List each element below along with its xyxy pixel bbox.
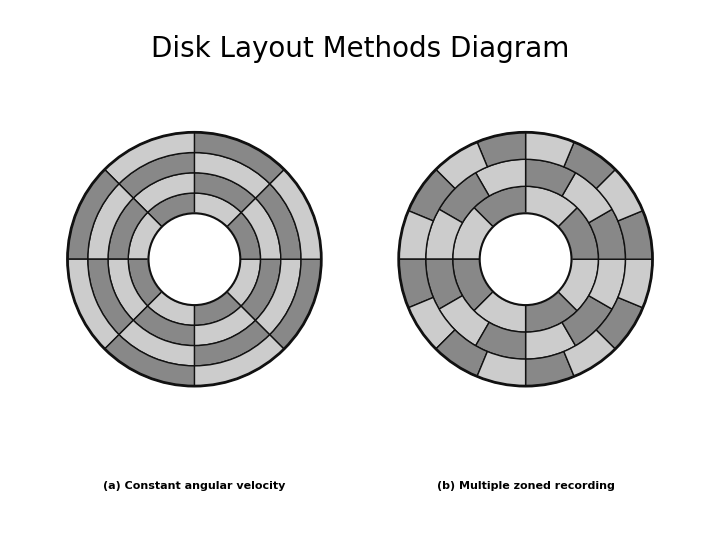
Wedge shape <box>108 259 148 320</box>
Wedge shape <box>436 330 487 376</box>
Wedge shape <box>104 132 194 184</box>
Wedge shape <box>526 159 575 196</box>
Wedge shape <box>399 259 433 308</box>
Wedge shape <box>194 335 284 386</box>
Wedge shape <box>562 173 612 222</box>
Wedge shape <box>474 292 526 332</box>
Wedge shape <box>148 292 194 325</box>
Wedge shape <box>558 259 598 310</box>
Wedge shape <box>408 170 455 221</box>
Circle shape <box>148 213 240 305</box>
Wedge shape <box>241 259 281 320</box>
Wedge shape <box>133 173 194 212</box>
Wedge shape <box>68 259 119 349</box>
Wedge shape <box>564 142 616 188</box>
Wedge shape <box>241 198 281 259</box>
Wedge shape <box>453 208 493 259</box>
Wedge shape <box>270 170 321 259</box>
Wedge shape <box>194 306 256 346</box>
Wedge shape <box>426 259 462 309</box>
Wedge shape <box>589 259 626 309</box>
Wedge shape <box>526 352 574 386</box>
Wedge shape <box>558 208 598 259</box>
Wedge shape <box>439 296 489 346</box>
Wedge shape <box>408 298 455 349</box>
Wedge shape <box>474 186 526 227</box>
Wedge shape <box>128 259 162 306</box>
Wedge shape <box>148 193 194 227</box>
Wedge shape <box>426 209 462 259</box>
Wedge shape <box>526 186 577 227</box>
Wedge shape <box>128 212 162 259</box>
Wedge shape <box>194 320 270 366</box>
Wedge shape <box>526 322 575 359</box>
Wedge shape <box>439 173 489 222</box>
Wedge shape <box>618 259 652 308</box>
Wedge shape <box>562 296 612 346</box>
Wedge shape <box>270 259 321 349</box>
Wedge shape <box>476 159 526 196</box>
Wedge shape <box>564 330 616 376</box>
Wedge shape <box>526 292 577 332</box>
Wedge shape <box>119 152 194 198</box>
Wedge shape <box>88 259 133 335</box>
Wedge shape <box>476 322 526 359</box>
Wedge shape <box>256 259 301 335</box>
Wedge shape <box>399 211 433 259</box>
Wedge shape <box>108 198 148 259</box>
Wedge shape <box>88 184 133 259</box>
Wedge shape <box>618 211 652 259</box>
Text: Disk Layout Methods Diagram: Disk Layout Methods Diagram <box>150 35 570 63</box>
Wedge shape <box>194 152 270 198</box>
Wedge shape <box>227 259 261 306</box>
Wedge shape <box>194 173 256 212</box>
Wedge shape <box>194 292 241 325</box>
Wedge shape <box>596 298 643 349</box>
Wedge shape <box>589 209 626 259</box>
Circle shape <box>480 213 572 305</box>
Wedge shape <box>436 142 487 188</box>
Wedge shape <box>256 184 301 259</box>
Wedge shape <box>596 170 643 221</box>
Wedge shape <box>194 193 241 227</box>
Text: (a) Constant angular velocity: (a) Constant angular velocity <box>103 481 286 491</box>
Wedge shape <box>133 306 194 346</box>
Wedge shape <box>453 259 493 310</box>
Wedge shape <box>104 335 194 386</box>
Wedge shape <box>477 352 526 386</box>
Wedge shape <box>227 212 261 259</box>
Wedge shape <box>119 320 194 366</box>
Wedge shape <box>68 170 119 259</box>
Text: (b) Multiple zoned recording: (b) Multiple zoned recording <box>436 481 615 491</box>
Wedge shape <box>194 132 284 184</box>
Wedge shape <box>477 132 526 167</box>
Wedge shape <box>526 132 574 167</box>
